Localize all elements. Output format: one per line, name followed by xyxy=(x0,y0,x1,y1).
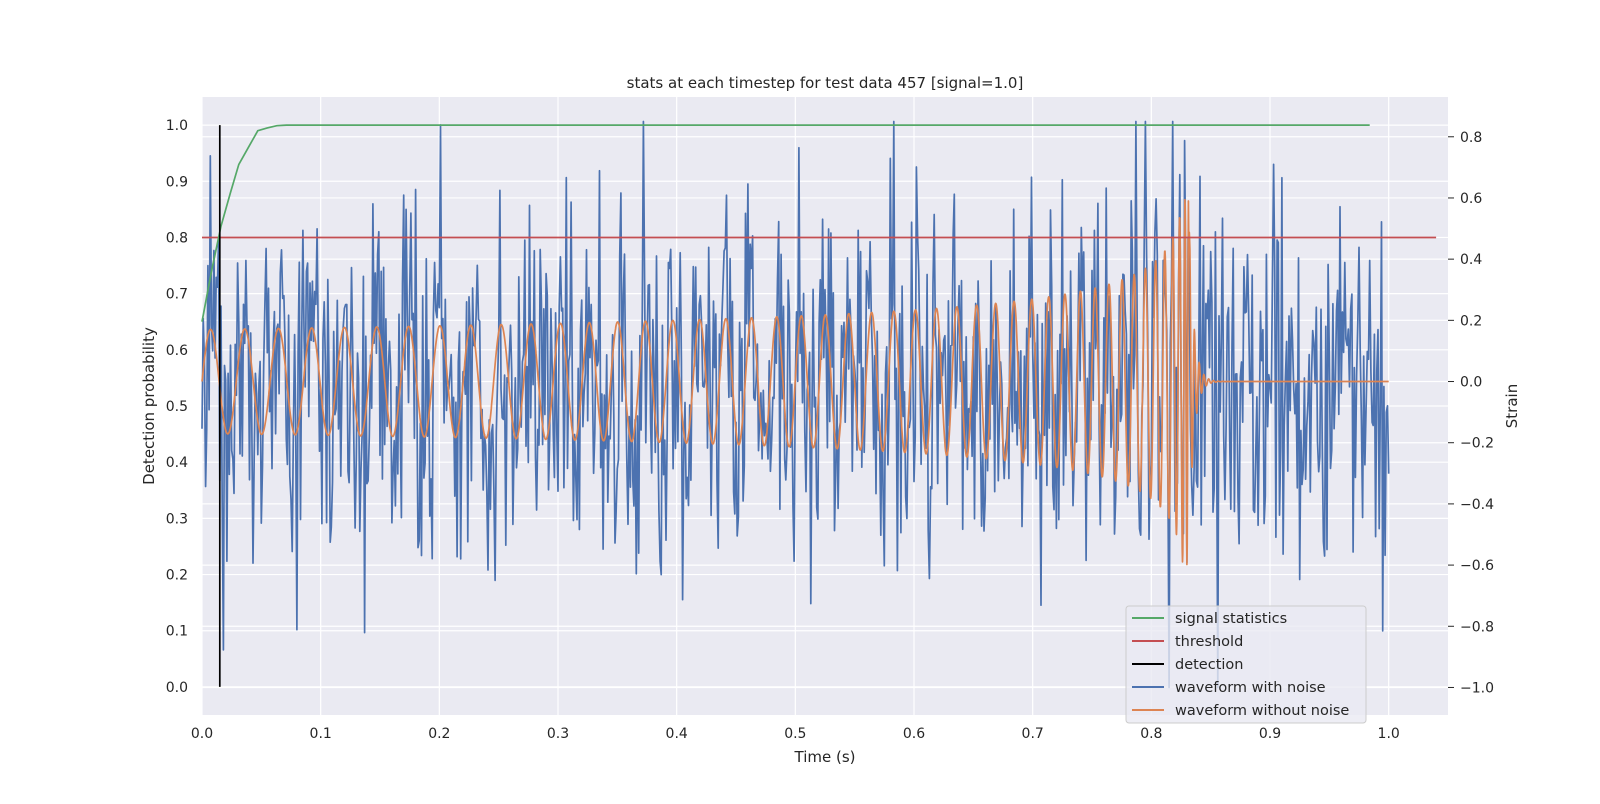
legend-label-signal-statistics: signal statistics xyxy=(1175,611,1287,627)
y-right-tick-label: 0.6 xyxy=(1460,191,1482,207)
y-right-axis-title: Strain xyxy=(1503,384,1521,428)
y-tick-label: 0.2 xyxy=(166,568,188,584)
x-tick-label: 0.7 xyxy=(1022,726,1044,742)
y-right-tick-labels: 0.8 0.6 0.4 0.2 0.0 −0.2 −0.4 −0.6 −0.8 −1.0 xyxy=(1460,130,1494,697)
legend: signal statistics threshold detection wa… xyxy=(1125,605,1367,724)
y-right-tick-label: −0.8 xyxy=(1460,619,1494,635)
y-right-tick-label: 0.2 xyxy=(1460,313,1482,329)
x-tick-label: 0.1 xyxy=(310,726,332,742)
y-tick-label: 0.0 xyxy=(166,680,188,696)
y-right-tick-label: 0.8 xyxy=(1460,130,1482,146)
x-tick-label: 0.9 xyxy=(1259,726,1281,742)
y-tick-label: 1.0 xyxy=(166,118,188,134)
y-right-tick-label: −0.4 xyxy=(1460,497,1494,513)
chart-title: stats at each timestep for test data 457… xyxy=(627,74,1024,92)
x-axis-title: Time (s) xyxy=(794,748,856,766)
y-right-tick-label: 0.4 xyxy=(1460,252,1482,268)
y-tick-label: 0.9 xyxy=(166,174,188,190)
series-waveform-without-noise xyxy=(201,198,1390,566)
legend-label-threshold: threshold xyxy=(1175,634,1243,650)
y-tick-label: 0.8 xyxy=(166,230,188,246)
y-right-tick-label: −1.0 xyxy=(1460,680,1494,696)
x-tick-label: 0.4 xyxy=(666,726,688,742)
y-right-tick-label: −0.2 xyxy=(1460,436,1494,452)
x-tick-label: 1.0 xyxy=(1378,726,1400,742)
series-signal-statistics xyxy=(201,124,1370,322)
legend-label-waveform-with-noise: waveform with noise xyxy=(1175,680,1326,696)
y-tick-label: 0.4 xyxy=(166,455,188,471)
y-tick-label: 0.5 xyxy=(166,399,188,415)
y-tick-label: 0.3 xyxy=(166,511,188,527)
y-tick-label: 0.6 xyxy=(166,343,188,359)
y-right-tick-label: 0.0 xyxy=(1460,375,1482,391)
y-right-tick-label: −0.6 xyxy=(1460,558,1494,574)
x-tick-label: 0.2 xyxy=(428,726,450,742)
x-tick-label: 0.8 xyxy=(1140,726,1162,742)
y-tick-labels: 0.0 0.1 0.2 0.3 0.4 0.5 0.6 0.7 0.8 0.9 1.0 xyxy=(166,118,188,696)
x-tick-label: 0.5 xyxy=(784,726,806,742)
y-axis-title: Detection probability xyxy=(140,327,158,485)
y-tick-label: 0.1 xyxy=(166,624,188,640)
x-tick-labels: 0.0 0.1 0.2 0.3 0.4 0.5 0.6 0.7 0.8 0.9 1.0 xyxy=(191,726,1400,742)
legend-box xyxy=(1125,605,1367,724)
legend-label-detection: detection xyxy=(1175,657,1243,673)
x-tick-label: 0.6 xyxy=(903,726,925,742)
x-tick-label: 0.0 xyxy=(191,726,213,742)
x-tick-label: 0.3 xyxy=(547,726,569,742)
grid-horizontal-right xyxy=(202,136,1454,689)
legend-label-waveform-without-noise: waveform without noise xyxy=(1175,703,1349,719)
y-tick-label: 0.7 xyxy=(166,287,188,303)
series-layer xyxy=(201,120,1437,689)
